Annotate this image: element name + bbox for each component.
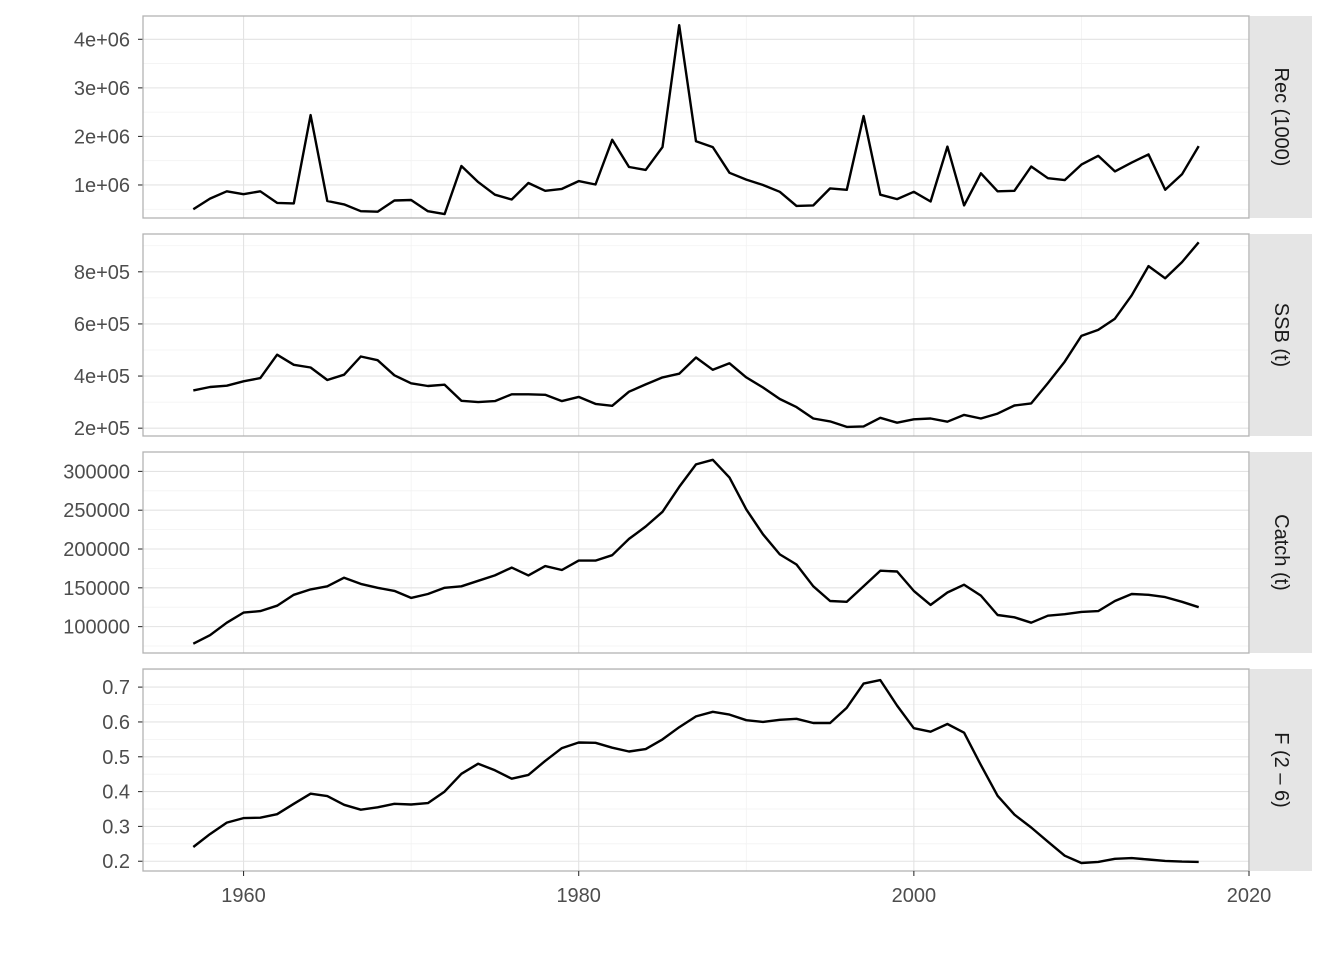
y-tick-label: 100000 bbox=[63, 617, 130, 639]
panel-border bbox=[142, 233, 1250, 437]
y-tick-label: 0.5 bbox=[102, 747, 130, 769]
y-tick-label: 4e+05 bbox=[74, 366, 130, 388]
series-line bbox=[193, 241, 1200, 429]
panel-border bbox=[142, 668, 1250, 872]
strip-background bbox=[1250, 452, 1312, 653]
panel-background bbox=[143, 452, 1249, 653]
panel-border bbox=[142, 451, 1250, 654]
x-tick-label: 2000 bbox=[892, 885, 937, 907]
panel-border bbox=[142, 15, 1250, 219]
y-tick-label: 6e+05 bbox=[74, 314, 130, 336]
y-tick-label: 0.7 bbox=[102, 677, 130, 699]
series-line bbox=[192, 678, 1199, 865]
y-tick-label: 2e+05 bbox=[74, 418, 130, 440]
y-tick-label: 300000 bbox=[63, 461, 130, 483]
panel-background bbox=[143, 669, 1249, 871]
y-tick-label: 1e+06 bbox=[74, 175, 130, 197]
strip-label: Rec (1000) bbox=[1270, 68, 1292, 167]
series-line bbox=[192, 24, 1200, 216]
series-line bbox=[192, 458, 1200, 645]
y-tick-label: 8e+05 bbox=[74, 262, 130, 284]
y-tick-label: 4e+06 bbox=[74, 29, 130, 51]
x-tick-label: 1980 bbox=[556, 885, 601, 907]
y-tick-label: 150000 bbox=[63, 578, 130, 600]
y-tick-label: 200000 bbox=[63, 539, 130, 561]
panel-background bbox=[143, 16, 1249, 218]
y-tick-label: 2e+06 bbox=[74, 126, 130, 148]
y-tick-label: 250000 bbox=[63, 500, 130, 522]
x-tick-label: 1960 bbox=[221, 885, 266, 907]
x-tick-label: 2020 bbox=[1227, 885, 1272, 907]
y-tick-label: 0.4 bbox=[102, 782, 130, 804]
y-tick-label: 0.3 bbox=[102, 816, 130, 838]
strip-background bbox=[1250, 234, 1312, 436]
strip-label: F (2 – 6) bbox=[1270, 732, 1292, 808]
strip-label: SSB (t) bbox=[1270, 303, 1292, 367]
strip-background bbox=[1250, 16, 1312, 218]
y-tick-label: 0.2 bbox=[102, 851, 130, 873]
y-tick-label: 0.6 bbox=[102, 712, 130, 734]
y-tick-label: 3e+06 bbox=[74, 78, 130, 100]
strip-background bbox=[1250, 669, 1312, 871]
strip-label: Catch (t) bbox=[1270, 514, 1292, 591]
